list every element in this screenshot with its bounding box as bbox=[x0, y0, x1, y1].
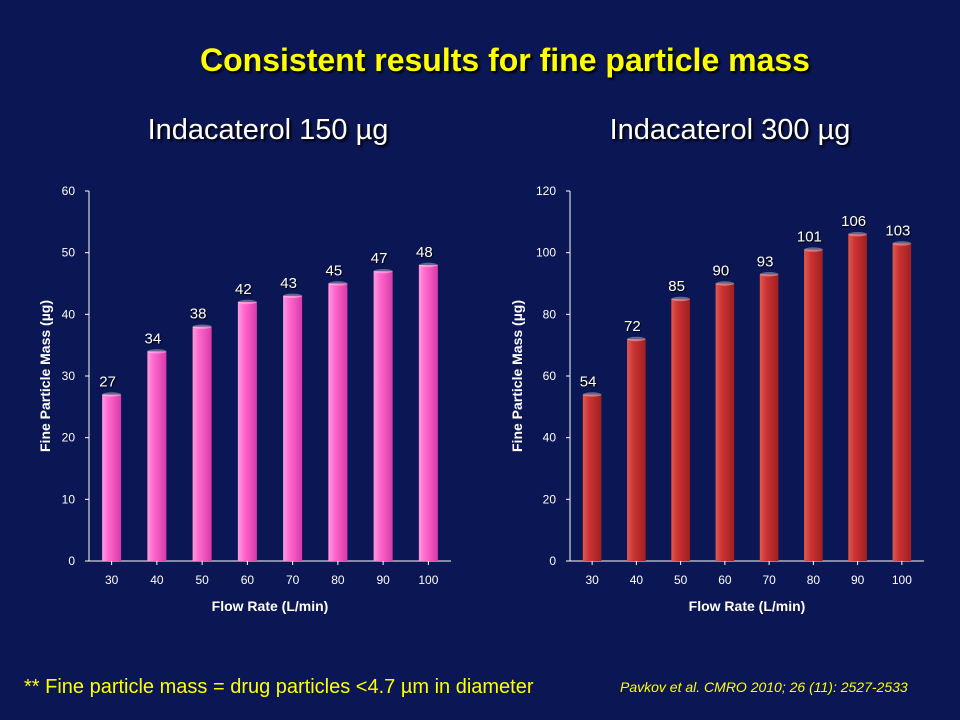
bar-cap-right bbox=[671, 296, 690, 302]
y-tick-label-right: 100 bbox=[536, 246, 556, 260]
bar-left bbox=[373, 271, 393, 561]
bar-cap-right bbox=[892, 241, 912, 246]
x-tick-label-left: 70 bbox=[286, 573, 300, 587]
x-tick-label-left: 80 bbox=[331, 573, 345, 587]
bar-right bbox=[671, 298, 690, 561]
bar-cap-right bbox=[759, 272, 779, 277]
x-tick-label-right: 60 bbox=[718, 573, 732, 587]
x-axis-title-right: Flow Rate (L/min) bbox=[689, 598, 806, 614]
data-label-right: 106 bbox=[841, 213, 866, 230]
bar-cap-right bbox=[848, 231, 867, 237]
y-tick-label-right: 80 bbox=[543, 307, 557, 321]
x-tick-label-left: 60 bbox=[241, 573, 255, 587]
y-tick-label-right: 0 bbox=[549, 554, 556, 568]
bar-left bbox=[418, 265, 438, 561]
bar-left bbox=[237, 302, 257, 561]
bar-cap-left bbox=[283, 293, 303, 299]
bar-cap-right bbox=[804, 247, 823, 252]
y-tick-label-right: 40 bbox=[543, 431, 557, 445]
bar-right bbox=[582, 394, 602, 561]
bar-cap-left bbox=[102, 392, 122, 397]
bar-right bbox=[715, 283, 735, 561]
y-axis-title-left: Fine Particle Mass (µg) bbox=[37, 300, 53, 452]
data-label-right: 54 bbox=[580, 374, 597, 391]
data-label-right: 90 bbox=[713, 263, 730, 280]
data-label-left: 43 bbox=[280, 275, 297, 292]
bar-cap-left bbox=[373, 268, 393, 274]
x-tick-label-right: 100 bbox=[892, 573, 912, 587]
citation: Pavkov et al. CMRO 2010; 26 (11): 2527-2… bbox=[620, 679, 908, 695]
x-tick-label-left: 30 bbox=[105, 573, 119, 587]
bar-cap-left bbox=[192, 324, 212, 329]
y-tick-label-left: 40 bbox=[62, 307, 76, 321]
bar-right bbox=[804, 249, 823, 562]
chart-right-title: Indacaterol 300 µg bbox=[609, 114, 851, 146]
y-tick-label-right: 60 bbox=[543, 369, 557, 383]
x-tick-label-right: 90 bbox=[851, 573, 865, 587]
y-tick-label-left: 20 bbox=[62, 431, 76, 445]
x-tick-label-left: 100 bbox=[418, 573, 438, 587]
data-label-left: 38 bbox=[190, 306, 207, 323]
y-tick-label-right: 120 bbox=[536, 184, 556, 198]
y-tick-label-right: 20 bbox=[543, 492, 557, 506]
data-label-right: 101 bbox=[797, 229, 822, 246]
slide-title: Consistent results for fine particle mas… bbox=[200, 42, 810, 78]
data-label-left: 47 bbox=[371, 250, 388, 267]
data-label-left: 45 bbox=[326, 263, 343, 280]
data-label-left: 42 bbox=[235, 281, 252, 298]
bar-cap-right bbox=[627, 336, 646, 342]
data-label-left: 48 bbox=[416, 244, 433, 261]
y-axis-title-right: Fine Particle Mass (µg) bbox=[509, 300, 525, 452]
y-tick-label-left: 0 bbox=[68, 554, 75, 568]
bar-cap-right bbox=[582, 392, 602, 397]
bar-cap-left bbox=[237, 299, 257, 305]
x-tick-label-left: 40 bbox=[150, 573, 164, 587]
bar-right bbox=[892, 243, 912, 561]
x-tick-label-right: 50 bbox=[674, 573, 688, 587]
y-tick-label-left: 50 bbox=[62, 246, 76, 260]
bar-cap-left bbox=[147, 349, 167, 354]
y-tick-label-left: 30 bbox=[62, 369, 76, 383]
data-label-right: 85 bbox=[668, 278, 685, 295]
x-tick-label-left: 90 bbox=[376, 573, 390, 587]
bar-left bbox=[102, 394, 122, 561]
x-tick-label-right: 30 bbox=[585, 573, 599, 587]
data-label-left: 34 bbox=[145, 330, 162, 347]
x-tick-label-right: 80 bbox=[807, 573, 821, 587]
data-label-right: 103 bbox=[885, 222, 910, 239]
bar-right bbox=[848, 234, 867, 561]
chart-left-title: Indacaterol 150 µg bbox=[147, 114, 389, 146]
data-label-left: 27 bbox=[99, 374, 116, 391]
bar-right bbox=[627, 339, 646, 561]
bar-cap-left bbox=[328, 281, 348, 286]
x-axis-title-left: Flow Rate (L/min) bbox=[212, 598, 329, 614]
data-label-right: 93 bbox=[757, 253, 774, 270]
y-tick-label-left: 10 bbox=[62, 492, 76, 506]
data-label-right: 72 bbox=[624, 318, 641, 335]
x-tick-label-right: 40 bbox=[630, 573, 644, 587]
x-tick-label-right: 70 bbox=[762, 573, 776, 587]
bar-right bbox=[759, 274, 779, 561]
bar-left bbox=[147, 351, 167, 561]
footnote: ** Fine particle mass = drug particles <… bbox=[24, 676, 534, 698]
bar-left bbox=[283, 295, 303, 561]
bar-cap-right bbox=[715, 281, 735, 286]
x-tick-label-left: 50 bbox=[195, 573, 209, 587]
y-tick-label-left: 60 bbox=[62, 184, 76, 198]
bar-left bbox=[328, 283, 348, 561]
bar-left bbox=[192, 326, 212, 561]
bar-cap-left bbox=[418, 262, 438, 268]
